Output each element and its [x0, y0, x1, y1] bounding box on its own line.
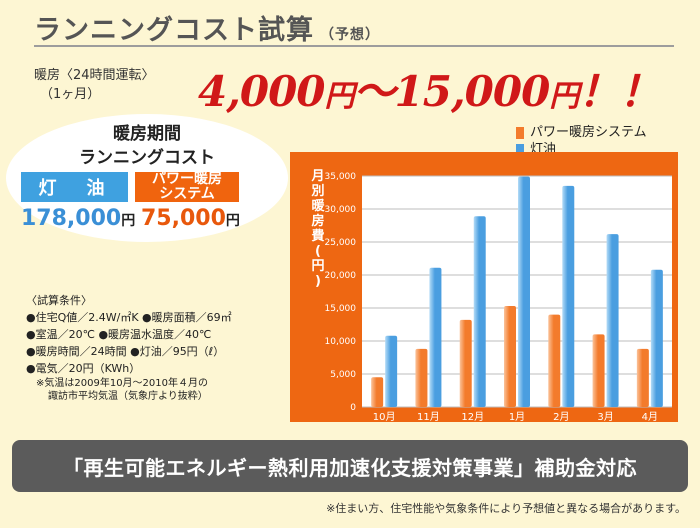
- x-tick-label: 1月: [509, 411, 525, 422]
- conditions-line1: ●住宅Q値／2.4W/㎡K ●暖房面積／69㎡: [26, 311, 232, 324]
- comparison-title: 暖房期間 ランニングコスト: [6, 122, 288, 170]
- power-label-box: パワー暖房 システム: [135, 172, 239, 202]
- y-tick-label: 10,000: [325, 337, 357, 347]
- page-title: ランニングコスト試算 （予想）: [34, 8, 380, 47]
- y-tick-label: 35,000: [325, 172, 357, 182]
- oil-season-cost-yen: 円: [121, 213, 136, 229]
- bar-power: [371, 377, 384, 407]
- price-tilde: 〜: [353, 67, 396, 116]
- bar-oil: [606, 234, 619, 407]
- bar-oil: [429, 267, 442, 407]
- oil-season-cost: 178,000円: [21, 206, 135, 231]
- bar-power: [636, 348, 649, 407]
- bar-oil: [518, 176, 530, 407]
- plot-area: [362, 176, 672, 407]
- legend-label-power: パワー暖房システム: [530, 125, 647, 140]
- bar-power: [592, 334, 605, 407]
- x-tick-label: 4月: [642, 411, 658, 422]
- conditions-note1: ※気温は2009年10月〜2010年４月の: [36, 378, 209, 389]
- power-season-cost: 75,000円: [141, 206, 240, 231]
- monthly-price-range: 4,000円〜15,000円！！: [198, 58, 661, 119]
- y-tick-label: 5,000: [330, 370, 356, 380]
- bar-oil: [650, 269, 663, 407]
- y-tick-label: 20,000: [325, 271, 357, 281]
- comparison-title-line2: ランニングコスト: [79, 148, 215, 168]
- title-divider: [34, 45, 674, 47]
- y-tick-label: 0: [350, 403, 356, 413]
- y-tick-label: 25,000: [325, 238, 357, 248]
- title-subtitle: （予想）: [320, 27, 380, 43]
- power-season-cost-yen: 円: [225, 213, 240, 229]
- oil-season-cost-value: 178,000: [21, 206, 122, 231]
- bar-oil: [473, 216, 486, 407]
- price-to: 15,000: [394, 67, 551, 116]
- legend-swatch-power: [516, 126, 524, 139]
- legend-item-power: パワー暖房システム: [516, 124, 647, 141]
- x-tick-label: 2月: [553, 411, 569, 422]
- conditions-heading: 〈試算条件〉: [26, 294, 92, 307]
- title-text: ランニングコスト試算: [34, 15, 314, 46]
- bar-power: [504, 306, 516, 407]
- monthly-cost-chart: 0 5,000 10,000 15,000 20,000 25,000 30,000 35,0…: [290, 152, 678, 422]
- power-season-cost-value: 75,000: [141, 206, 226, 231]
- price-from: 4,000: [198, 67, 326, 116]
- price-exclaim: ！！: [578, 67, 661, 116]
- price-from-yen: 円: [324, 79, 355, 114]
- x-tick-label: 3月: [597, 411, 613, 422]
- comparison-title-line1: 暖房期間: [113, 124, 181, 144]
- conditions-line3: ●暖房時間／24時間 ●灯油／95円（ℓ）: [26, 345, 225, 358]
- x-tick-label: 12月: [461, 411, 484, 422]
- y-axis-label: 月別暖房費(円): [310, 169, 325, 289]
- summary-condition-line2: （1ヶ月）: [40, 87, 101, 102]
- oil-label-box: 灯 油: [21, 172, 128, 202]
- calculation-conditions: 〈試算条件〉 ●住宅Q値／2.4W/㎡K ●暖房面積／69㎡ ●室温／20℃ ●…: [26, 292, 232, 403]
- summary-condition-line1: 暖房〈24時間運転〉: [34, 68, 155, 83]
- bar-oil: [562, 185, 575, 407]
- power-label-line2: システム: [159, 186, 215, 202]
- summary-condition: 暖房〈24時間運転〉 （1ヶ月）: [34, 66, 155, 104]
- bar-oil: [385, 335, 398, 407]
- bar-power: [415, 348, 428, 407]
- chart-legend: パワー暖房システム 灯油: [516, 124, 647, 158]
- legend-swatch-oil: [516, 143, 524, 156]
- conditions-note2: 諏訪市平均気温（気象庁より抜粋）: [48, 391, 208, 402]
- subsidy-banner: 「再生可能エネルギー熱利用加速化支援対策事業」補助金対応: [12, 440, 688, 492]
- y-tick-label: 30,000: [325, 205, 357, 215]
- y-tick-label: 15,000: [325, 304, 357, 314]
- x-tick-label: 10月: [373, 411, 396, 422]
- power-label-line1: パワー暖房: [152, 171, 222, 187]
- price-to-yen: 円: [549, 79, 579, 114]
- conditions-line4: ●電気／20円（KWh）: [26, 362, 141, 375]
- x-tick-label: 11月: [417, 411, 440, 422]
- bar-power: [459, 319, 472, 407]
- footnote: ※住まい方、住宅性能や気象条件により予想値と異なる場合があります。: [326, 502, 686, 515]
- conditions-line2: ●室温／20℃ ●暖房温水温度／40℃: [26, 328, 212, 341]
- bar-power: [548, 314, 561, 407]
